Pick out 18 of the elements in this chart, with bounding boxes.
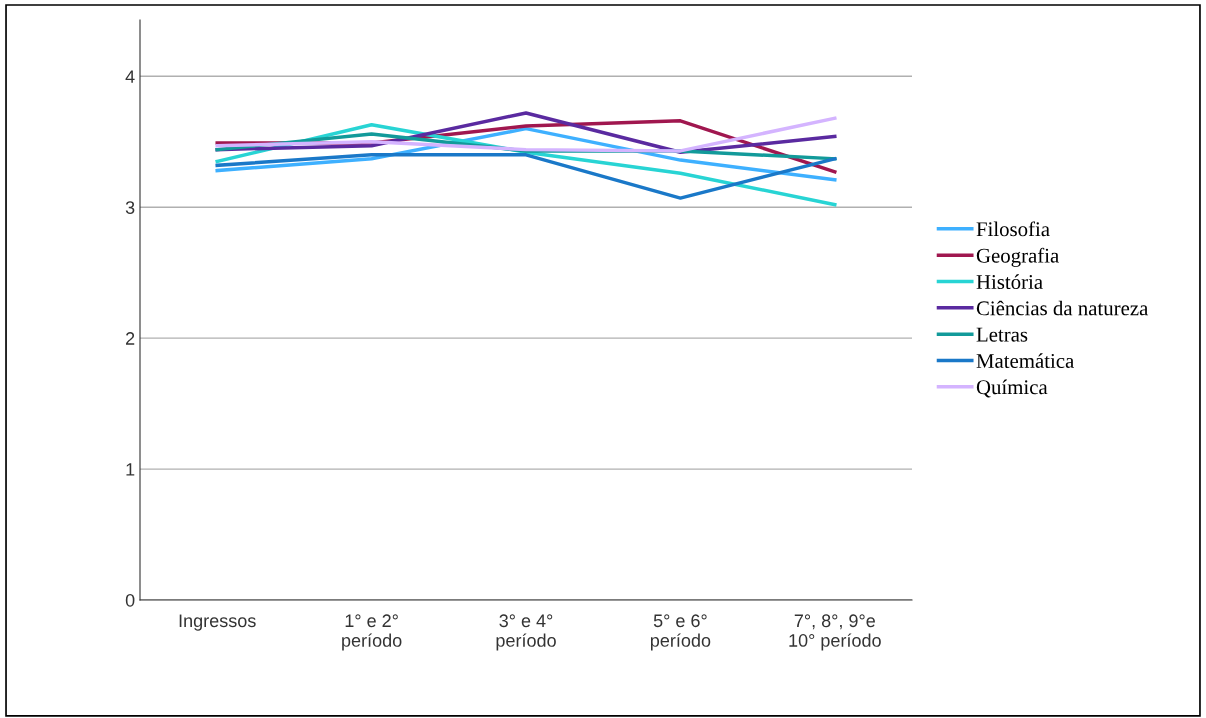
x-tick-label: 5° e 6° período [650, 614, 711, 651]
line-series [215, 153, 837, 200]
y-tick-label: 0 [125, 593, 135, 607]
legend-label: Geografia [976, 247, 1059, 267]
legend-label: Ciências da natureza [976, 300, 1149, 316]
legend-label: Filosofia [976, 221, 1050, 237]
y-tick-label: 4 [125, 70, 135, 83]
x-tick-label: Ingressos [179, 614, 256, 631]
y-tick-label: 3 [125, 201, 135, 214]
y-tick-label: 2 [126, 332, 135, 345]
legend-label: Química [976, 379, 1048, 398]
legend-label: Matemática [976, 353, 1075, 368]
x-tick-label: 7°, 8°, 9°e 10° período [789, 614, 881, 651]
legend-label: Letras [976, 327, 1028, 342]
x-tick-label: 1° e 2° período [342, 614, 402, 651]
y-tick-label: 1 [126, 463, 135, 476]
x-tick-label: 3° e 4° período [496, 614, 556, 651]
legend-label: História [976, 274, 1043, 290]
